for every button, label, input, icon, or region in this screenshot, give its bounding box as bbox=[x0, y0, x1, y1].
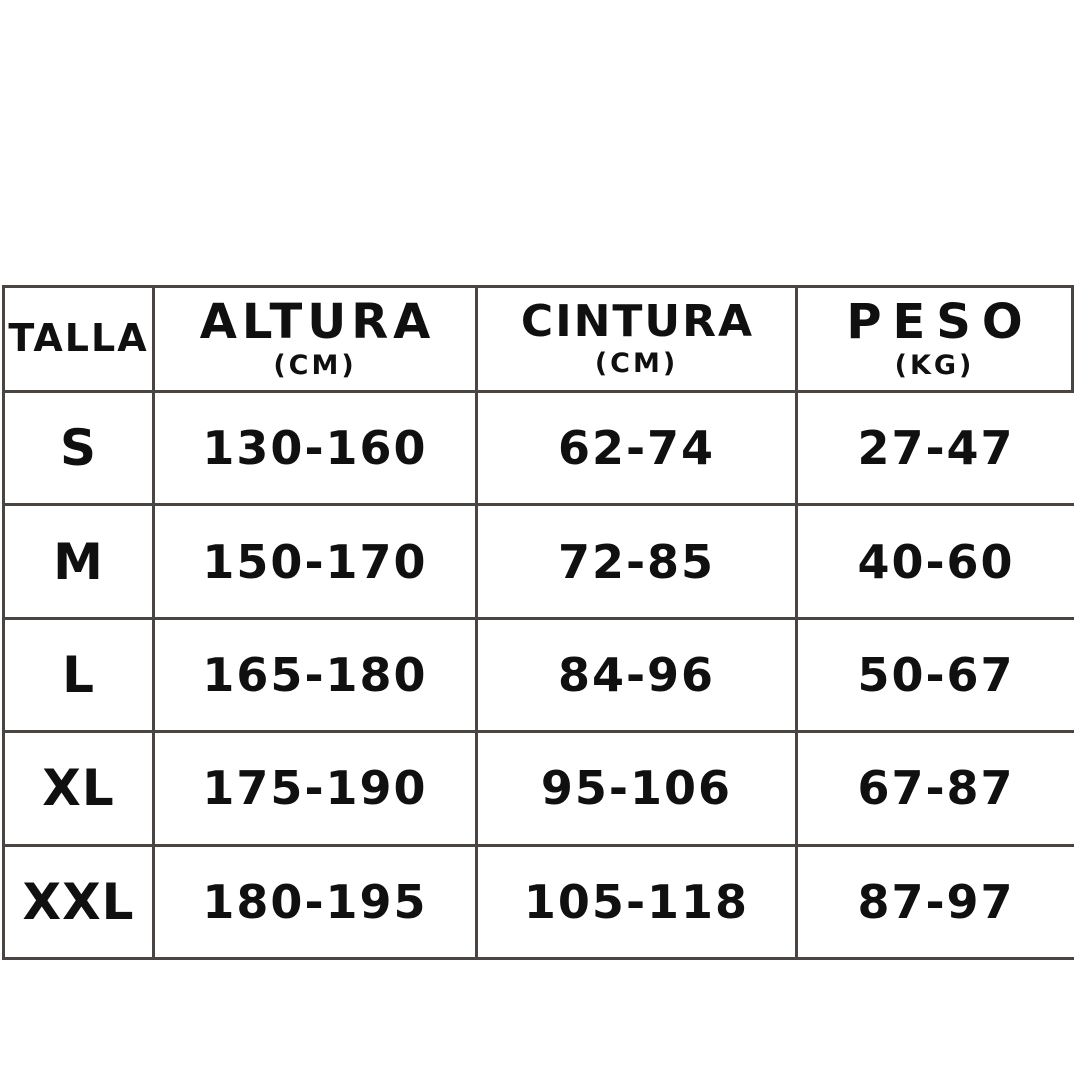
column-header-cintura-unit: (CM) bbox=[594, 347, 679, 379]
column-header-altura: ALTURA bbox=[199, 294, 436, 351]
size-cell: M bbox=[5, 506, 155, 620]
altura-cell: 175-190 bbox=[155, 733, 478, 847]
peso-cell: 87-97 bbox=[798, 846, 1074, 960]
size-label-xl: XL bbox=[42, 759, 115, 818]
peso-cell: 50-67 bbox=[798, 619, 1074, 734]
peso-cell: 40-60 bbox=[798, 506, 1074, 620]
column-header-peso-unit: (KG) bbox=[894, 349, 975, 381]
column-header-altura-unit: (CM) bbox=[273, 349, 357, 381]
column-header-cintura: CINTURA bbox=[520, 296, 755, 348]
peso-value-s: 27-47 bbox=[857, 421, 1015, 476]
size-chart-table: TALLA ALTURA (CM) CINTURA (CM) PESO (KG)… bbox=[2, 285, 1074, 960]
altura-value-xl: 175-190 bbox=[202, 761, 428, 816]
cintura-value-xl: 95-106 bbox=[540, 761, 733, 816]
size-cell: S bbox=[5, 393, 155, 507]
altura-value-l: 165-180 bbox=[202, 647, 428, 702]
cintura-cell: 95-106 bbox=[478, 733, 798, 847]
cintura-cell: 84-96 bbox=[478, 619, 798, 734]
altura-value-xxl: 180-195 bbox=[202, 874, 428, 929]
column-header-peso: PESO bbox=[846, 294, 1034, 351]
cintura-cell: 72-85 bbox=[478, 506, 798, 620]
size-label-xxl: XXL bbox=[22, 872, 135, 931]
peso-value-xl: 67-87 bbox=[857, 761, 1015, 816]
cintura-cell: 105-118 bbox=[478, 846, 798, 960]
peso-value-l: 50-67 bbox=[857, 647, 1015, 702]
peso-cell: 27-47 bbox=[798, 393, 1074, 507]
peso-value-xxl: 87-97 bbox=[857, 874, 1015, 929]
cintura-value-xxl: 105-118 bbox=[523, 874, 750, 929]
altura-cell: 150-170 bbox=[155, 506, 478, 620]
header-cell-peso: PESO (KG) bbox=[798, 288, 1074, 393]
altura-cell: 130-160 bbox=[155, 393, 478, 507]
altura-cell: 165-180 bbox=[155, 619, 478, 734]
size-cell: XL bbox=[5, 733, 155, 847]
size-cell: L bbox=[5, 619, 155, 734]
size-cell: XXL bbox=[5, 846, 155, 960]
header-cell-talla: TALLA bbox=[5, 288, 155, 393]
header-cell-cintura: CINTURA (CM) bbox=[478, 288, 798, 393]
cintura-value-m: 72-85 bbox=[557, 534, 716, 589]
cintura-value-s: 62-74 bbox=[557, 421, 716, 476]
altura-value-s: 130-160 bbox=[202, 421, 428, 476]
cintura-value-l: 84-96 bbox=[557, 647, 716, 702]
altura-cell: 180-195 bbox=[155, 846, 478, 960]
peso-cell: 67-87 bbox=[798, 733, 1074, 847]
size-label-m: M bbox=[53, 532, 104, 591]
header-cell-altura: ALTURA (CM) bbox=[155, 288, 478, 393]
cintura-cell: 62-74 bbox=[478, 393, 798, 507]
size-label-s: S bbox=[59, 419, 97, 478]
altura-value-m: 150-170 bbox=[202, 534, 428, 589]
column-header-talla: TALLA bbox=[8, 316, 149, 361]
peso-value-m: 40-60 bbox=[857, 534, 1015, 589]
size-label-l: L bbox=[62, 645, 95, 704]
